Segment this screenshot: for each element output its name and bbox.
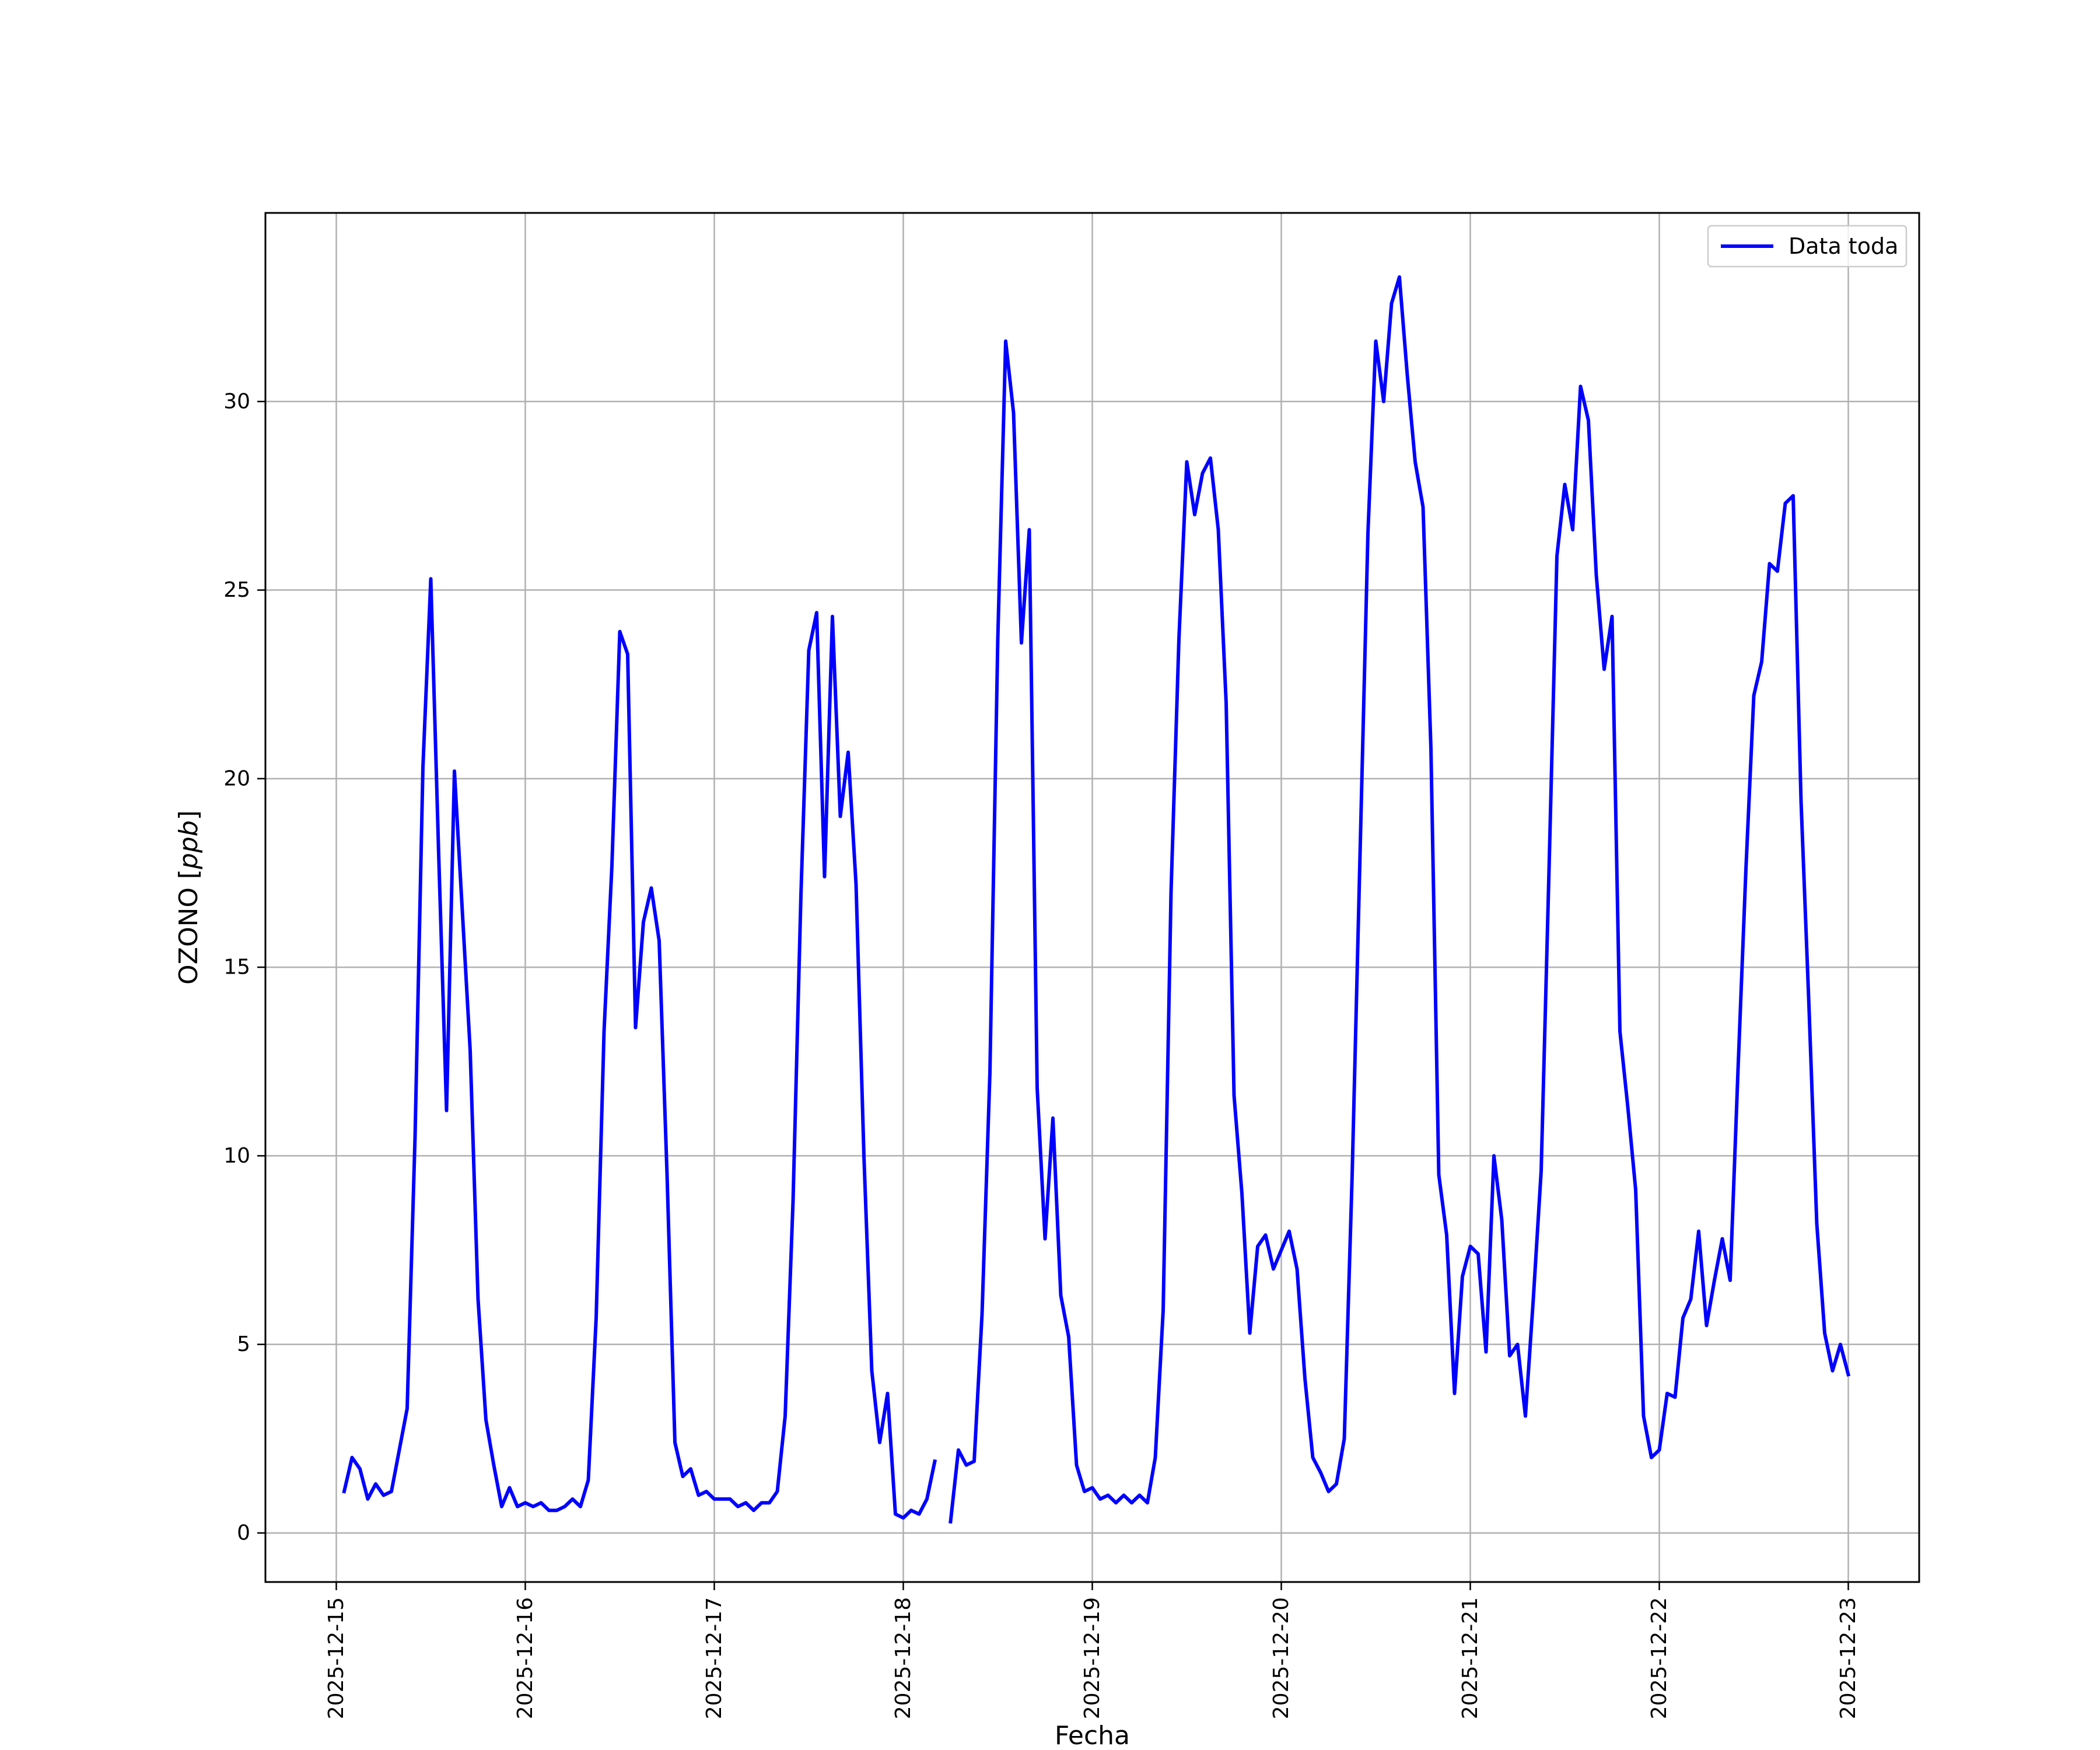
y-axis-label-main: OZONO [ [174,869,204,985]
y-tick-label: 15 [223,956,250,979]
series-line-segment [342,577,937,1520]
x-tick-label: 2025-12-19 [1080,1597,1104,1719]
x-tick-label: 2025-12-20 [1269,1597,1293,1719]
x-tick-label: 2025-12-15 [324,1597,348,1719]
x-tick-label: 2025-12-17 [702,1597,726,1719]
x-tick-label: 2025-12-23 [1836,1597,1860,1719]
x-tick-label: 2025-12-22 [1647,1597,1671,1719]
y-tick-label: 20 [223,766,250,790]
x-tick-label: 2025-12-16 [513,1597,537,1719]
y-tick-label: 5 [237,1332,250,1356]
grid-lines [265,213,1919,1582]
legend: Data toda [1707,225,1908,268]
x-tick-label: 2025-12-21 [1458,1597,1482,1719]
series-layer [342,275,1851,1524]
y-axis-label: OZONO [ppb] [174,810,204,985]
x-axis: 2025-12-15 2025-12-16 2025-12-17 2025-12-18… [324,1582,1860,1719]
y-tick-label: 30 [223,390,250,414]
y-tick-label: 25 [223,578,250,602]
y-axis: 0 5 10 15 20 25 30 [223,390,265,1545]
y-axis-label-unit: ppb [174,820,204,870]
series-line-segment [949,275,1851,1524]
x-axis-label: Fecha [1055,1721,1130,1750]
y-tick-label: 0 [237,1521,250,1545]
y-axis-label-close: ] [174,810,204,820]
legend-box [1707,225,1908,268]
legend-entry-label: Data toda [1788,233,1898,259]
x-tick-label: 2025-12-18 [891,1597,915,1719]
y-tick-label: 10 [223,1144,250,1168]
